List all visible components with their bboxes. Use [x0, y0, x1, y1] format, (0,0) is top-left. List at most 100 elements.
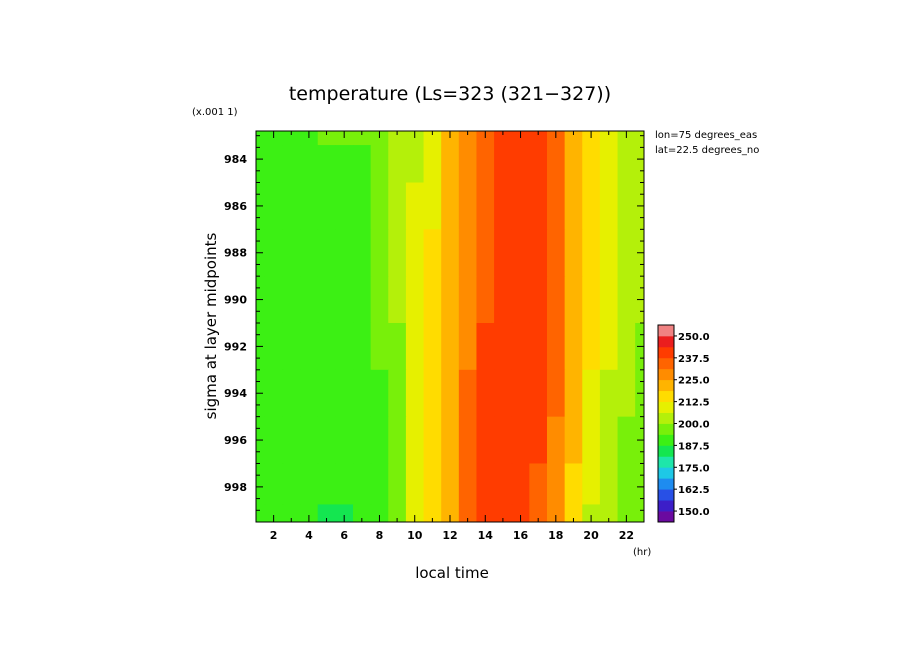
heatmap-cell	[370, 229, 389, 277]
heatmap-cell	[405, 463, 425, 506]
x-tick-label: 18	[548, 529, 563, 542]
heatmap-cell	[547, 322, 566, 371]
heatmap-cell	[476, 229, 495, 277]
heatmap-cell	[423, 276, 442, 324]
heatmap-cell	[370, 276, 389, 324]
heatmap-cell	[264, 504, 284, 522]
heatmap-cell	[582, 276, 601, 324]
colorbar-tick-label: 225.0	[678, 376, 710, 387]
heatmap-cell	[388, 276, 407, 324]
heatmap-cell	[405, 182, 425, 230]
heatmap-cell	[264, 145, 284, 184]
y-tick-label: 992	[224, 340, 247, 353]
heatmap-cell	[476, 182, 495, 230]
heatmap-cell	[335, 504, 354, 522]
heatmap-cell	[458, 416, 478, 465]
colorbar-swatch	[658, 357, 674, 370]
heatmap-cell	[476, 504, 495, 522]
heatmap-cell	[564, 276, 583, 324]
heatmap-cell	[388, 145, 407, 184]
heatmap-cell	[264, 276, 284, 324]
heatmap-cell	[335, 416, 354, 465]
heatmap-cell	[511, 145, 530, 184]
heatmap-cell	[370, 182, 389, 230]
heatmap-cell	[256, 145, 266, 184]
colorbar-tick-label: 212.5	[678, 398, 710, 409]
heatmap-cell	[564, 369, 583, 418]
heatmap-cell	[423, 182, 442, 230]
y-tick-label: 988	[224, 247, 247, 260]
heatmap-cell	[282, 322, 301, 371]
heatmap-cell	[335, 322, 354, 371]
y-tick-label: 986	[224, 200, 247, 213]
heatmap-cell	[458, 229, 478, 277]
heatmap-cell	[335, 182, 354, 230]
heatmap-cell	[458, 463, 478, 506]
heatmap-cell	[282, 131, 301, 146]
heatmap-cell	[635, 145, 644, 184]
heatmap-cell	[264, 229, 284, 277]
heatmap-cell	[353, 131, 372, 146]
colorbar-swatch	[658, 390, 674, 403]
colorbar-swatch	[658, 489, 674, 501]
heatmap-cell	[617, 369, 636, 418]
heatmap-cell	[388, 369, 407, 418]
heatmap-cell	[599, 276, 619, 324]
heatmap-cell	[547, 229, 566, 277]
heatmap-cell	[511, 276, 530, 324]
x-tick-label: 10	[407, 529, 423, 542]
heatmap-cell	[494, 504, 513, 522]
heatmap-cell	[256, 131, 266, 146]
heatmap-cell	[256, 463, 266, 506]
heatmap-cell	[282, 229, 301, 277]
heatmap-cell	[582, 182, 601, 230]
heatmap-cell	[405, 416, 425, 465]
heatmap-cell	[423, 131, 442, 146]
x-axis-label: local time	[415, 564, 489, 582]
y-tick-label: 984	[224, 153, 247, 166]
heatmap-cell	[300, 182, 319, 230]
heatmap-cell	[300, 131, 319, 146]
heatmap-cell	[282, 463, 301, 506]
heatmap-cell	[511, 131, 530, 146]
heatmap-cell	[547, 463, 566, 506]
heatmap-cell	[317, 416, 336, 465]
heatmap-cell	[423, 145, 442, 184]
heatmap-cell	[476, 276, 495, 324]
heatmap-cell	[617, 463, 636, 506]
heatmap-cell	[300, 229, 319, 277]
heatmap-cell	[564, 131, 583, 146]
heatmap-cell	[582, 463, 601, 506]
heatmap-cell	[423, 369, 442, 418]
x-unit-label: (hr)	[633, 547, 651, 558]
heatmap-cell	[335, 229, 354, 277]
heatmap-cell	[282, 276, 301, 324]
heatmap-cell	[388, 463, 407, 506]
heatmap-cell	[582, 145, 601, 184]
heatmap-cell	[423, 463, 442, 506]
x-axis: 2 4 6 8 10 12 14 16 18 20 22	[255, 131, 645, 542]
heatmap-cell	[388, 504, 407, 522]
heatmap-cell	[511, 182, 530, 230]
colorbar-swatch	[658, 511, 674, 523]
colorbar-swatch	[658, 368, 674, 381]
heatmap-cell	[264, 131, 284, 146]
heatmap-cell	[441, 276, 460, 324]
heatmap-cell	[599, 145, 619, 184]
heatmap-cell	[317, 145, 336, 184]
heatmap-cell	[494, 276, 513, 324]
heatmap-cell	[300, 463, 319, 506]
heatmap-cell	[635, 131, 644, 146]
heatmap-cell	[617, 131, 636, 146]
heatmap-cell	[282, 145, 301, 184]
heatmap-cell	[494, 182, 513, 230]
heatmap-cell	[582, 131, 601, 146]
heatmap-cell	[405, 369, 425, 418]
heatmap-cell	[617, 504, 636, 522]
colorbar-tick-label: 187.5	[678, 441, 710, 452]
heatmap-cell	[300, 145, 319, 184]
lon-annotation: lon=75 degrees_eas	[655, 130, 757, 141]
heatmap-cell	[317, 322, 336, 371]
heatmap-cell	[317, 369, 336, 418]
heatmap-cell	[599, 416, 619, 465]
